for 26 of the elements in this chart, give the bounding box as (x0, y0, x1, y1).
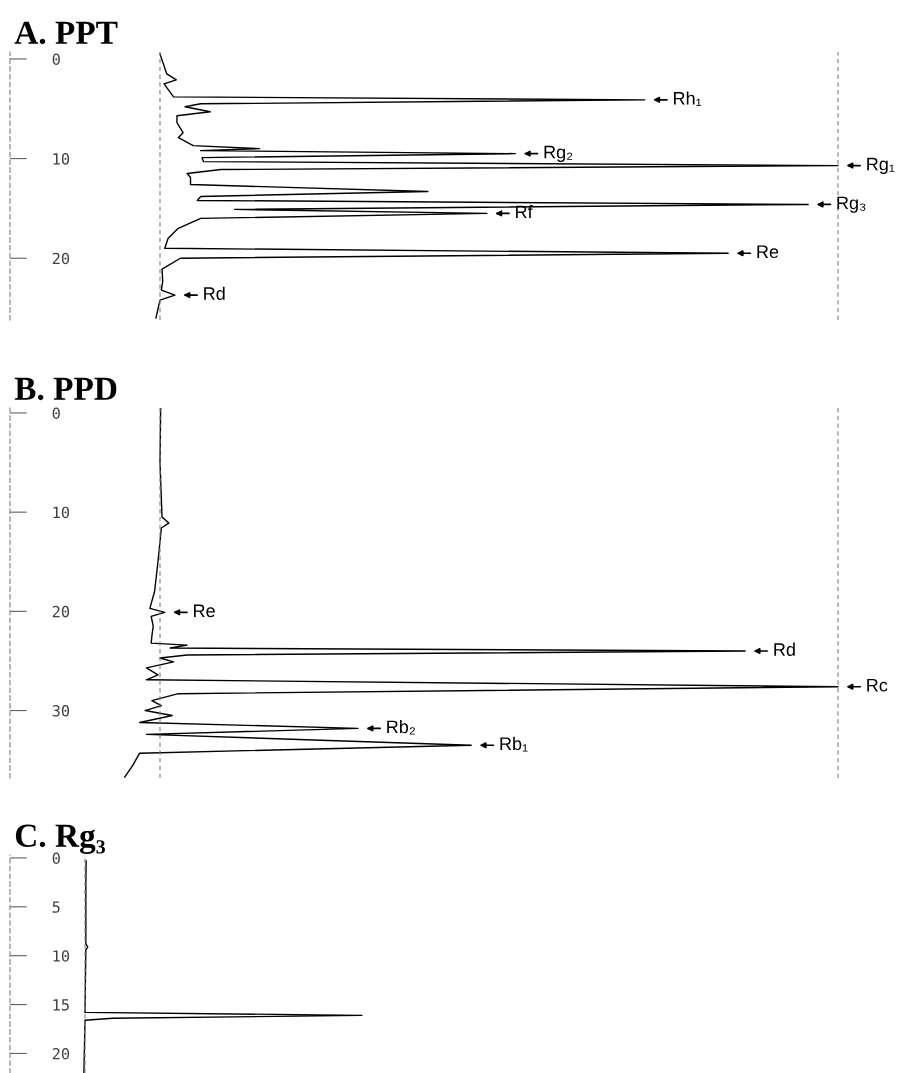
chart-title: B. PPD (14, 377, 117, 401)
annotation: Rf (516, 205, 533, 219)
annotation: Rg₃ (837, 196, 866, 213)
y-tick-label: 20 (52, 605, 70, 618)
annotation: Rg₁ (867, 157, 895, 174)
annotation: Re (194, 604, 215, 618)
y-tick-label: 5 (52, 901, 60, 913)
y-tick-label: 20 (52, 252, 70, 265)
annotation: Rd (774, 642, 795, 656)
annotation: Rb₂ (387, 719, 415, 735)
y-tick-label: 0 (52, 53, 60, 66)
y-tick-label: 15 (53, 999, 69, 1011)
y-tick-label: 10 (53, 153, 70, 165)
y-tick-label: 10 (53, 506, 70, 519)
y-tick-label: 10 (53, 950, 70, 962)
y-tick-label: 0 (52, 407, 60, 420)
annotation: Rc (867, 678, 888, 692)
y-tick-label: 30 (52, 705, 70, 717)
annotation: Rb₁ (500, 736, 528, 752)
y-tick-label: 20 (52, 1047, 70, 1060)
annotation: Rg₂ (544, 145, 573, 163)
annotation: Re (757, 245, 779, 259)
annotation: Rd (204, 286, 225, 300)
chart-title: A. PPT (14, 21, 118, 45)
y-tick-label: 0 (52, 852, 60, 864)
annotation: Rh₁ (674, 91, 702, 107)
